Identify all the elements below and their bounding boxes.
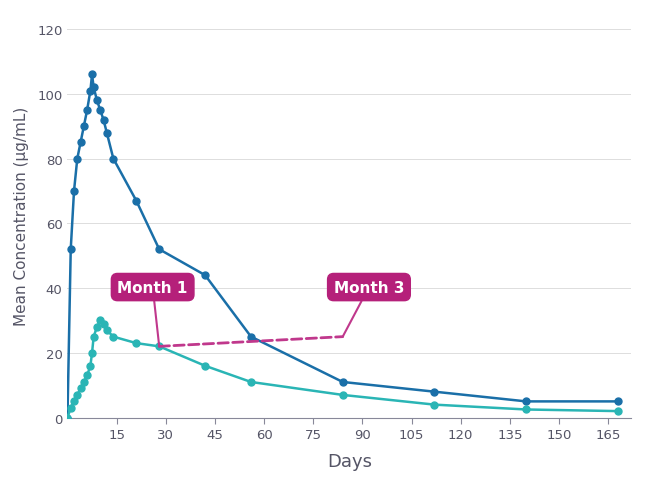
Text: Month 1: Month 1 [117, 280, 188, 347]
Text: Month 3: Month 3 [333, 280, 404, 337]
Y-axis label: Mean Concentration (μg/mL): Mean Concentration (μg/mL) [14, 106, 29, 325]
X-axis label: Days: Days [327, 452, 372, 470]
